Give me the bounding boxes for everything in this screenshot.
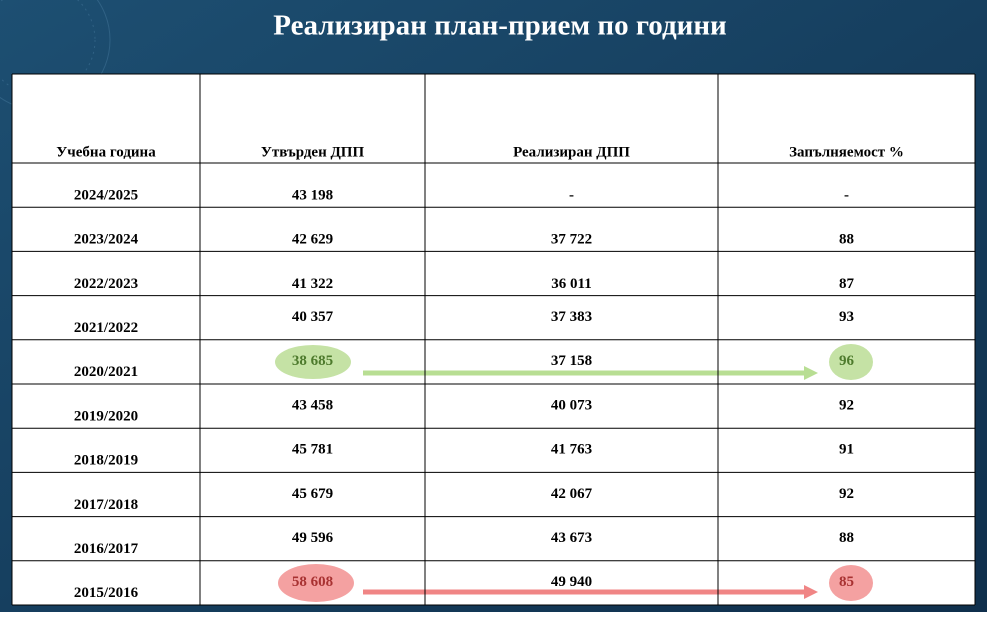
value-cell: 92 xyxy=(839,486,854,502)
slide-title: Реализиран план-прием по години xyxy=(273,10,727,42)
year-cell: 2016/2017 xyxy=(74,541,139,557)
value-cell: 43 458 xyxy=(292,397,333,413)
value-cell: 42 629 xyxy=(292,232,333,248)
value-cell: 88 xyxy=(839,530,854,546)
value-cell: 96 xyxy=(839,353,855,369)
year-cell: 2019/2020 xyxy=(74,408,138,424)
value-cell: 42 067 xyxy=(551,486,593,502)
year-cell: 2018/2019 xyxy=(74,453,138,469)
header-cell: Утвърден ДПП xyxy=(261,144,365,160)
arrow-head xyxy=(804,585,818,599)
value-cell: 49 596 xyxy=(292,530,334,546)
value-cell: 41 322 xyxy=(292,276,333,292)
header-cell: Запълняемост % xyxy=(789,144,904,160)
decoration xyxy=(0,0,96,96)
value-cell: - xyxy=(844,187,849,203)
value-cell: - xyxy=(569,187,574,203)
value-cell: 45 679 xyxy=(292,486,333,502)
value-cell: 88 xyxy=(839,232,854,248)
arrow-head xyxy=(804,366,818,380)
value-cell: 40 357 xyxy=(292,309,334,325)
header-cell: Реализиран ДПП xyxy=(513,144,630,160)
value-cell: 37 158 xyxy=(551,353,592,369)
value-cell: 49 940 xyxy=(551,574,592,590)
highlight xyxy=(275,345,351,379)
year-cell: 2024/2025 xyxy=(74,187,138,203)
year-cell: 2021/2022 xyxy=(74,320,138,336)
value-cell: 85 xyxy=(839,574,854,590)
highlights xyxy=(275,344,873,602)
value-cell: 92 xyxy=(839,397,854,413)
value-cell: 37 383 xyxy=(551,309,592,325)
value-cell: 45 781 xyxy=(292,442,333,458)
highlight xyxy=(829,565,873,601)
value-cell: 91 xyxy=(839,442,854,458)
year-cell: 2023/2024 xyxy=(74,232,139,248)
highlight xyxy=(829,344,873,380)
value-cell: 93 xyxy=(839,309,854,325)
year-cell: 2017/2018 xyxy=(74,497,138,513)
year-cell: 2020/2021 xyxy=(74,364,138,380)
value-cell: 43 198 xyxy=(292,187,333,203)
year-cell: 2022/2023 xyxy=(74,276,138,292)
highlight xyxy=(278,564,354,602)
value-cell: 58 608 xyxy=(292,574,333,590)
value-cell: 87 xyxy=(839,276,855,292)
header-cell: Учебна година xyxy=(56,144,156,160)
value-cell: 41 763 xyxy=(551,442,592,458)
year-cell: 2015/2016 xyxy=(74,585,139,601)
value-cell: 40 073 xyxy=(551,397,592,413)
value-cell: 43 673 xyxy=(551,530,592,546)
value-cell: 38 685 xyxy=(292,353,333,369)
value-cell: 36 011 xyxy=(551,276,591,292)
value-cell: 37 722 xyxy=(551,232,592,248)
